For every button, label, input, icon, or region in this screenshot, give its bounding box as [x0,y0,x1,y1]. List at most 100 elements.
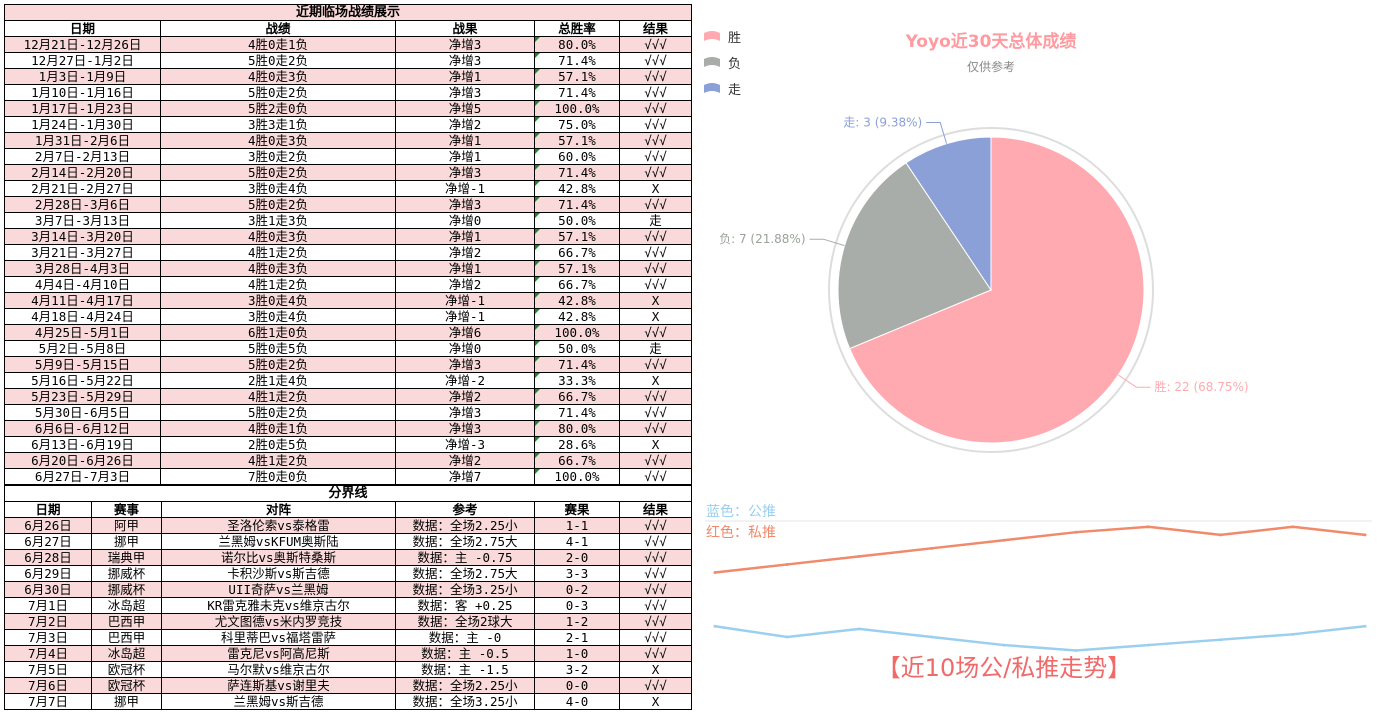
table-cell: 1月3日-1月9日 [4,68,161,85]
table-cell: 4-0 [534,693,620,710]
legend-private: 红色：私推 [706,524,776,541]
column-header: 赛果 [534,501,620,518]
table-cell: 71.4% [534,164,620,181]
table-cell: 4胜1走2负 [160,388,396,405]
table-cell: 2月14日-2月20日 [4,164,161,181]
table-cell: 净增1 [395,148,535,165]
table-cell: 5月16日-5月22日 [4,372,161,389]
table-cell: 净增3 [395,52,535,69]
legend-item[interactable]: 负 [704,57,741,72]
legend-item[interactable]: 胜 [704,31,741,46]
table-cell: X [618,372,693,389]
table-row: 6月26日 阿甲 圣洛伦索vs泰格雷 数据：全场2.25小 1-1 √√√ [4,517,693,534]
table-cell: √√√ [618,260,693,277]
table-row: 2月28日-3月6日 5胜0走2负 净增3 71.4% √√√ [4,196,693,213]
table-cell: 4月11日-4月17日 [4,292,161,309]
table-row: 6月6日-6月12日 4胜0走1负 净增3 80.0% √√√ [4,420,693,437]
table-cell: 71.4% [534,356,620,373]
table-cell: 诺尔比vs奥斯特桑斯 [161,549,396,566]
table-cell: √√√ [618,533,693,550]
table-cell: 4胜0走3负 [160,132,396,149]
table-cell: 4月18日-4月24日 [4,308,161,325]
table-cell: 数据：全场2球大 [395,613,535,630]
table-cell: 尤文图德vs米内罗竞技 [161,613,396,630]
table-cell: X [618,308,693,325]
line-point [1002,643,1006,647]
table-cell: √√√ [618,116,693,133]
line-point [1291,525,1295,529]
table-cell: √√√ [618,452,693,469]
table-cell: 57.1% [534,228,620,245]
table-cell: √√√ [618,581,693,598]
table-cell: KR雷克雅未克vs维京古尔 [161,597,396,614]
table-cell: 净增-1 [395,180,535,197]
pie-slice-loss [837,162,992,350]
table-cell: 7月4日 [4,645,92,662]
table-cell: 3-3 [534,565,620,582]
table-cell: 数据：全场3.25小 [395,693,535,710]
table-cell: 净增0 [395,340,535,357]
table-cell: √√√ [618,629,693,646]
table-cell: 57.1% [534,132,620,149]
legend-public: 蓝色：公推 [706,503,776,520]
table-cell: 净增1 [395,132,535,149]
table-cell: 3月14日-3月20日 [4,228,161,245]
table-cell: 5月30日-6月5日 [4,404,161,421]
table-row: 7月7日 挪甲 兰黑姆vs斯吉德 数据：全场3.25小 4-0 X [4,693,693,710]
charts-panel: 胜负走 Yoyo近30天总体成绩 仅供参考 胜: 22 (68.75%) 负: 7… [700,0,1378,712]
table-cell: 12月27日-1月2日 [4,52,161,69]
table-cell: √√√ [618,468,693,485]
table-cell: 4胜1走2负 [160,244,396,261]
column-header: 日期 [4,20,161,37]
table-cell: 挪威杯 [91,565,162,582]
table-cell: 5胜0走2负 [160,196,396,213]
table-cell: 4月4日-4月10日 [4,276,161,293]
legend-swatch-icon [704,83,720,93]
table-cell: 3胜0走4负 [160,180,396,197]
line-point [1363,624,1367,628]
results-tables: 近期临场战绩展示 日期 战绩 战果 总胜率 结果 12月21日-12月26日 4胜0走1负… [3,4,693,710]
table-cell: X [618,180,693,197]
table-cell: 5月23日-5月29日 [4,388,161,405]
legend-label: 胜 [728,31,741,46]
table-row: 5月16日-5月22日 2胜1走4负 净增-2 33.3% X [4,372,693,389]
table-cell: √√√ [618,420,693,437]
line-point [857,554,861,558]
table-cell: 3-2 [534,661,620,678]
table-cell: 4胜1走2负 [160,276,396,293]
table-cell: 净增7 [395,468,535,485]
table-row: 6月30日 挪威杯 UII奇萨vs兰黑姆 数据：全场3.25小 0-2 √√√ [4,581,693,598]
table-cell: √√√ [618,645,693,662]
table-cell: 数据：主 -1.5 [395,661,535,678]
table-cell: 66.7% [534,276,620,293]
line-point [785,562,789,566]
table-cell: √√√ [618,565,693,582]
table-row: 5月2日-5月8日 5胜0走5负 净增0 50.0% 走 [4,340,693,357]
legend-item[interactable]: 走 [704,83,741,98]
table-cell: 兰黑姆vs斯吉德 [161,693,396,710]
table-cell: 4-1 [534,533,620,550]
table-cell: 净增3 [395,196,535,213]
table-cell: 66.7% [534,388,620,405]
pie-title: Yoyo近30天总体成绩 [905,31,1077,52]
table-cell: √√√ [618,52,693,69]
column-header: 结果 [618,501,693,518]
table-row: 7月6日 欧冠杯 萨连斯基vs谢里夫 数据：全场2.25小 0-0 √√√ [4,677,693,694]
table-cell: 6月27日 [4,533,92,550]
table-cell: 净增1 [395,68,535,85]
table-cell: 5胜2走0负 [160,100,396,117]
table-cell: 净增-3 [395,436,535,453]
table-cell: 挪威杯 [91,581,162,598]
line-point [1291,632,1295,636]
table-cell: 3胜3走1负 [160,116,396,133]
table-cell: 净增-1 [395,308,535,325]
pie-slice-win [848,136,1145,444]
table-cell: 6月27日-7月3日 [4,468,161,485]
table-row: 7月2日 巴西甲 尤文图德vs米内罗竞技 数据：全场2球大 1-2 √√√ [4,613,693,630]
line-point [930,546,934,550]
table-row: 2月7日-2月13日 3胜0走2负 净增1 60.0% √√√ [4,148,693,165]
table-cell: √√√ [618,68,693,85]
table-cell: 2-0 [534,549,620,566]
table-cell: 走 [618,212,693,229]
table-cell: 走 [618,340,693,357]
